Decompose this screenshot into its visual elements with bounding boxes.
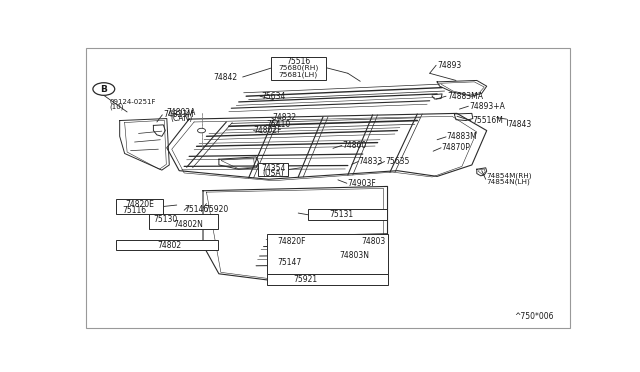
Text: (10): (10) [110,103,124,110]
Bar [271,57,326,80]
Text: (USA): (USA) [262,169,284,178]
Text: 74883MA: 74883MA [447,92,483,101]
Bar [257,163,288,176]
Text: 74883M: 74883M [446,132,477,141]
Text: 74803: 74803 [362,237,386,246]
Text: 75516: 75516 [286,57,310,66]
Text: 74843: 74843 [508,121,532,129]
Text: 09124-0251F: 09124-0251F [110,99,156,105]
Text: 74842: 74842 [214,73,237,81]
Text: 75921: 75921 [293,275,317,284]
Text: 75680(RH): 75680(RH) [278,65,319,71]
Text: 75681(LH): 75681(LH) [278,71,318,78]
Text: 74802A: 74802A [166,108,196,117]
Bar [116,199,163,214]
Bar [268,234,388,275]
Text: 74823M: 74823M [163,110,194,119]
Circle shape [198,128,205,133]
Text: 75634: 75634 [261,92,285,101]
Text: 74893: 74893 [437,61,461,70]
Bar [150,214,218,228]
Circle shape [271,238,279,242]
Text: 75130: 75130 [154,215,178,224]
Text: (CAN): (CAN) [170,114,192,123]
Text: 75116: 75116 [122,206,147,215]
Text: 75147: 75147 [277,259,301,267]
Text: 74893+A: 74893+A [469,102,505,111]
Text: 74833: 74833 [358,157,383,166]
Text: 75146: 75146 [184,205,209,214]
Text: 75920: 75920 [204,205,228,214]
Text: 74802: 74802 [157,241,181,250]
Bar [308,209,387,220]
Circle shape [93,83,115,95]
Text: 75635: 75635 [385,157,410,166]
Text: 74903F: 74903F [347,179,376,188]
Text: 74802N: 74802N [173,220,203,229]
Text: 74803N: 74803N [339,251,369,260]
Text: 74860: 74860 [342,141,366,150]
Bar [268,275,388,285]
Text: 74832: 74832 [273,113,296,122]
Text: ^750*006: ^750*006 [514,312,554,321]
Text: 74854M(RH): 74854M(RH) [486,173,532,179]
Bar [116,240,218,250]
Text: 74870P: 74870P [441,143,470,152]
Text: 74820F: 74820F [277,237,306,246]
Text: 74820E: 74820E [125,200,154,209]
Text: 74854N(LH): 74854N(LH) [486,179,531,185]
Text: 75131: 75131 [329,210,353,219]
Text: 75516M: 75516M [472,116,502,125]
Text: B: B [100,84,108,93]
Text: 74354: 74354 [261,164,285,173]
Text: 75410: 75410 [266,121,291,129]
Text: 74802F: 74802F [253,126,282,135]
